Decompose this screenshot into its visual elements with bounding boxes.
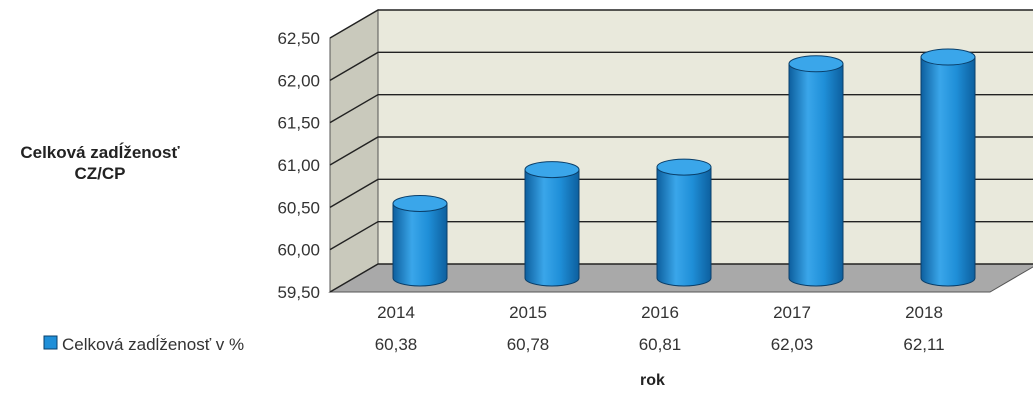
x-tick-label: 2015 bbox=[509, 303, 547, 322]
bar-body bbox=[656, 166, 712, 287]
bar-body bbox=[524, 169, 580, 287]
data-label: 60,38 bbox=[375, 335, 418, 354]
y-tick-label: 59,50 bbox=[277, 283, 320, 302]
x-tick-label: 2018 bbox=[905, 303, 943, 322]
gridline bbox=[329, 51, 1033, 81]
y-tick-label: 60,50 bbox=[277, 198, 320, 217]
legend-swatch bbox=[43, 335, 58, 350]
bar-top bbox=[392, 194, 448, 212]
data-label: 60,78 bbox=[507, 335, 550, 354]
x-tick-label: 2016 bbox=[641, 303, 679, 322]
bar-body bbox=[920, 56, 976, 287]
bar-top bbox=[920, 48, 976, 66]
bar-top bbox=[524, 161, 580, 179]
y-tick-label: 61,50 bbox=[277, 114, 320, 133]
bar-top bbox=[788, 55, 844, 73]
gridline bbox=[329, 9, 1033, 39]
bar-body bbox=[788, 63, 844, 287]
bar-top bbox=[656, 158, 712, 176]
y-axis-title-line-1: Celková zadĺženosť bbox=[20, 143, 180, 162]
y-tick-label: 61,00 bbox=[277, 156, 320, 175]
bar-2015 bbox=[524, 161, 580, 287]
bar-2018 bbox=[920, 48, 976, 287]
data-label: 60,81 bbox=[639, 335, 682, 354]
bar-2014 bbox=[392, 194, 448, 287]
y-tick-label: 60,00 bbox=[277, 241, 320, 260]
legend-label: Celková zadĺženosť v % bbox=[62, 335, 244, 354]
x-tick-label: 2017 bbox=[773, 303, 811, 322]
data-label: 62,11 bbox=[903, 335, 944, 354]
bar-2016 bbox=[656, 158, 712, 287]
x-axis-title: rok bbox=[640, 372, 665, 389]
y-axis-title: Celková zadĺženosť CZ/CP bbox=[0, 142, 200, 184]
y-tick-label: 62,00 bbox=[277, 71, 320, 90]
data-label: 62,03 bbox=[771, 335, 814, 354]
y-tick-label: 62,50 bbox=[277, 29, 320, 48]
y-axis-title-line-2: CZ/CP bbox=[74, 164, 126, 183]
bar-2017 bbox=[788, 55, 844, 287]
x-tick-label: 2014 bbox=[377, 303, 415, 322]
bar-body bbox=[392, 202, 448, 287]
